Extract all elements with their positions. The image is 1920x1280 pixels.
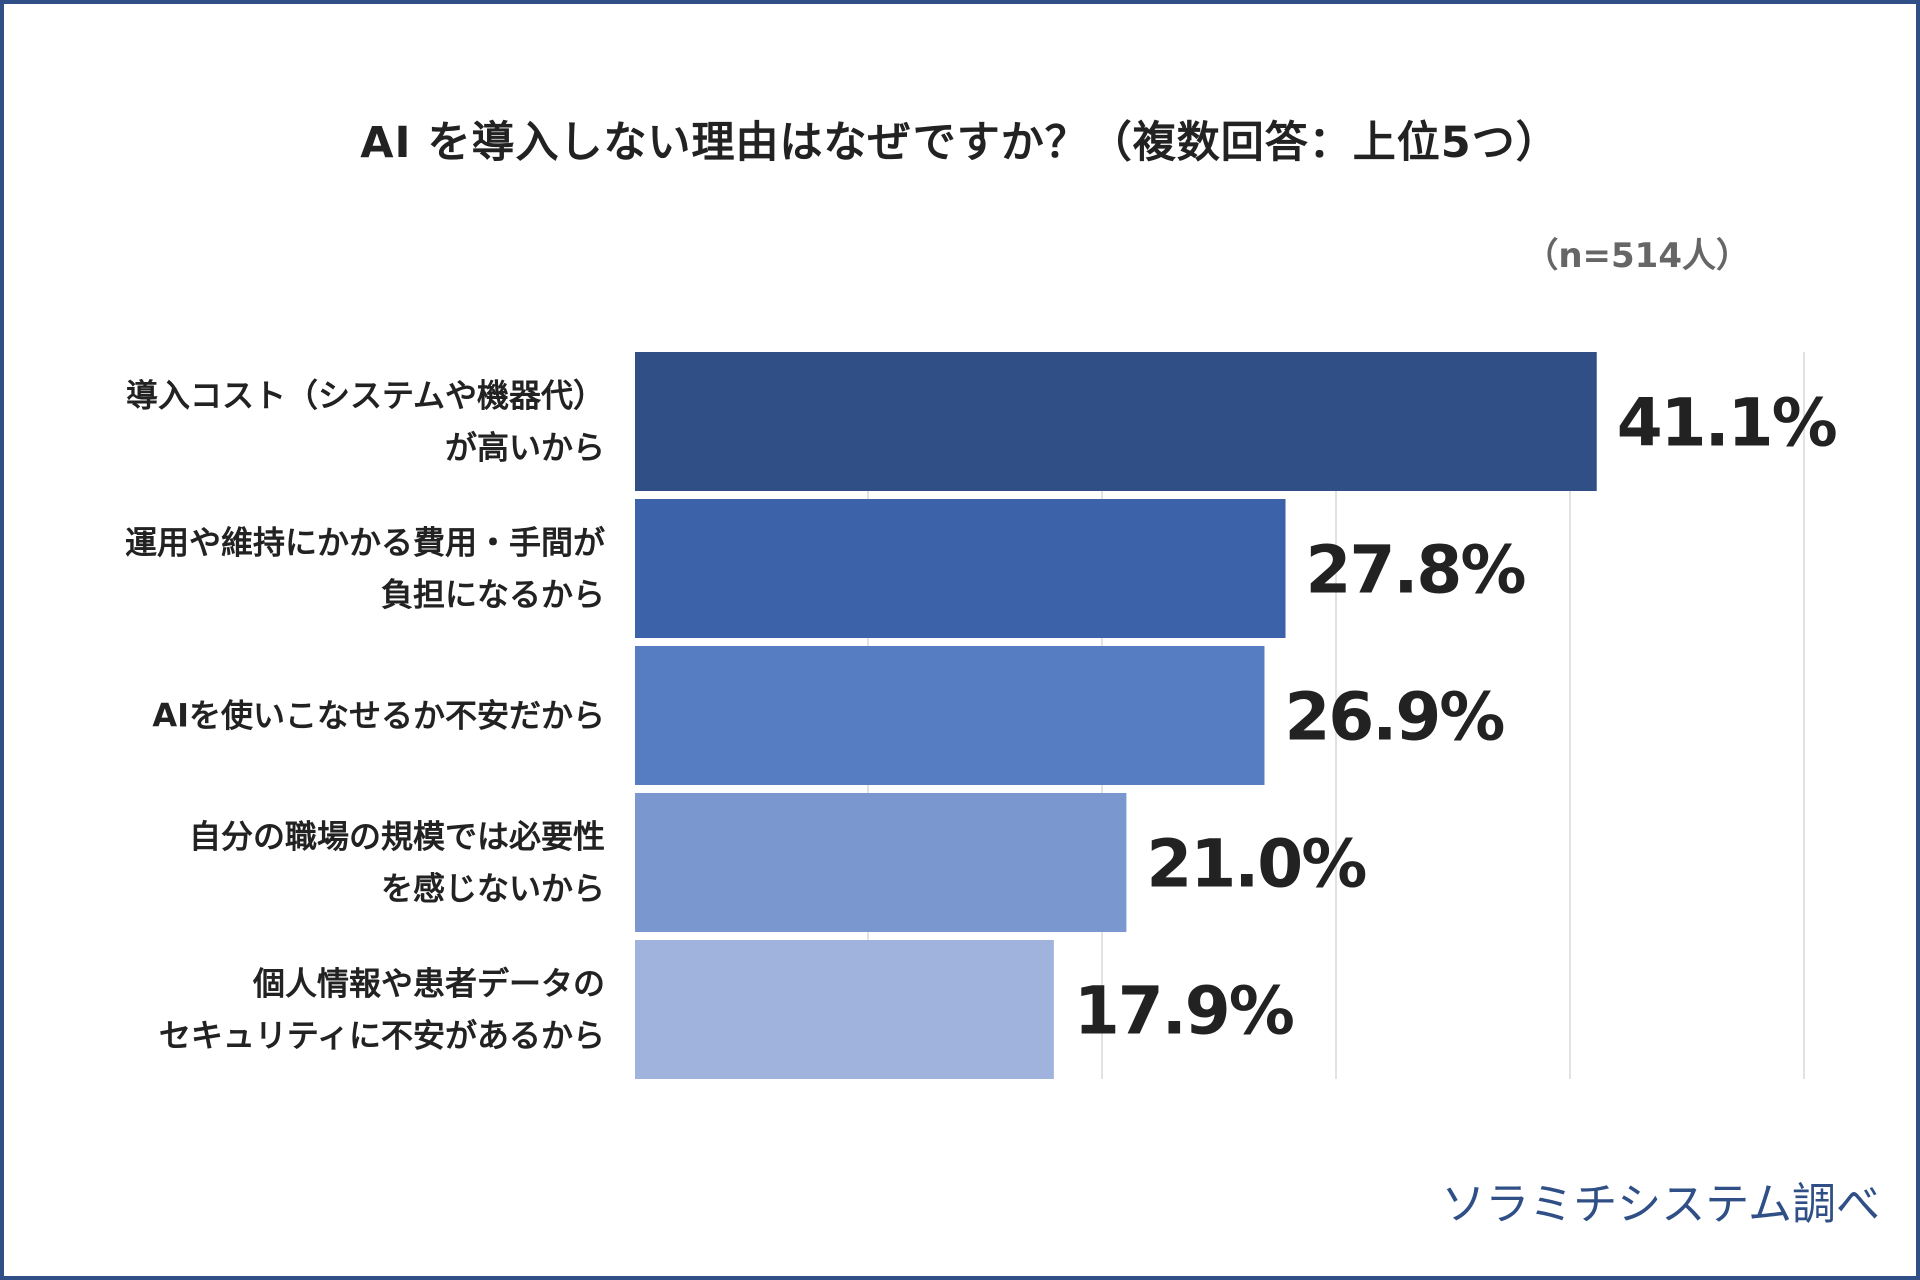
source-credit: ソラミチシステム調べ: [1441, 1179, 1880, 1230]
category-label: AIを使いこなせるか不安だから: [152, 697, 605, 735]
category-label: 導入コスト（システムや機器代）: [126, 377, 605, 415]
value-label: 26.9%: [1284, 679, 1504, 756]
category-label: セキュリティに不安があるから: [159, 1017, 605, 1055]
value-label: 27.8%: [1306, 532, 1526, 609]
category-label: 負担になるから: [381, 576, 605, 614]
bar: [635, 940, 1054, 1079]
bar: [635, 793, 1127, 932]
value-label: 17.9%: [1074, 973, 1294, 1050]
chart-title: AI を導入しない理由はなぜですか？（複数回答：上位5つ）: [360, 118, 1560, 168]
value-label: 41.1%: [1617, 385, 1837, 462]
category-label: 自分の職場の規模では必要性: [189, 818, 605, 856]
sample-size-note: （n=514人）: [1524, 236, 1750, 276]
value-label: 21.0%: [1146, 826, 1366, 903]
category-label: 運用や維持にかかる費用・手間が: [125, 524, 605, 562]
bar: [635, 352, 1597, 491]
bar: [635, 646, 1265, 785]
bar: [635, 499, 1286, 638]
category-label: が高いから: [445, 429, 605, 467]
category-label: を感じないから: [381, 870, 605, 908]
category-label: 個人情報や患者データの: [252, 965, 605, 1003]
